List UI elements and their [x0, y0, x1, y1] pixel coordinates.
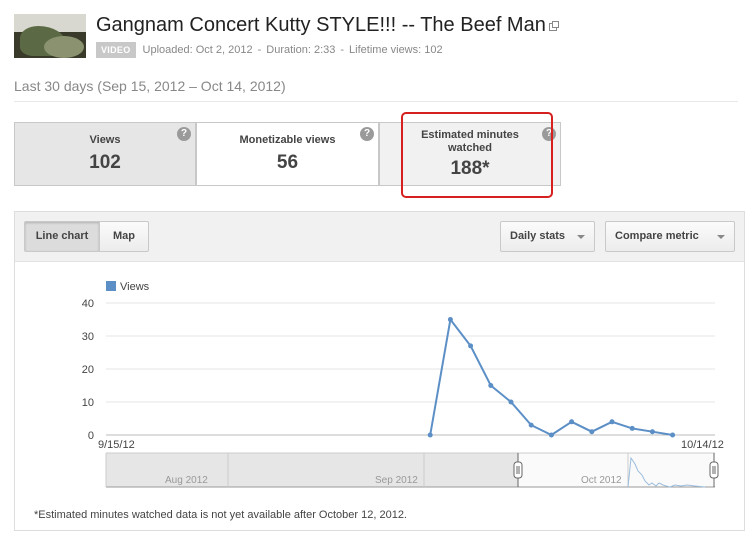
metric-value: 188*: [450, 158, 490, 179]
chart-panel: Line chart Map Daily stats Compare metri…: [14, 211, 745, 531]
footnote: *Estimated minutes watched data is not y…: [34, 509, 407, 521]
y-tick-label: 10: [82, 397, 94, 409]
compare-metric-dropdown[interactable]: Compare metric: [605, 221, 735, 252]
data-point[interactable]: [447, 317, 453, 322]
video-title-row: Gangnam Concert Kutty STYLE!!! -- The Be…: [96, 14, 559, 37]
chevron-down-icon: [577, 235, 585, 239]
data-point[interactable]: [468, 343, 474, 349]
legend-label: Views: [120, 281, 150, 293]
navigator-mini-series: [627, 456, 706, 488]
help-icon[interactable]: ?: [360, 127, 374, 141]
legend-swatch: [106, 281, 116, 291]
date-range: Last 30 days (Sep 15, 2012 – Oct 14, 201…: [14, 78, 286, 94]
navigator-handle-right[interactable]: [709, 453, 719, 487]
metric-monetizable-views[interactable]: Monetizable views 56 ?: [196, 122, 379, 186]
metric-label: Estimated minutes watched: [421, 129, 519, 154]
map-button[interactable]: Map: [99, 221, 149, 252]
data-point[interactable]: [427, 432, 433, 438]
help-icon[interactable]: ?: [177, 127, 191, 141]
video-title[interactable]: Gangnam Concert Kutty STYLE!!! -- The Be…: [96, 14, 546, 36]
thumbnail-figure-shadow: [44, 36, 84, 58]
chevron-down-icon: [717, 235, 725, 239]
y-tick-label: 20: [82, 364, 94, 376]
data-point[interactable]: [629, 425, 635, 431]
compare-metric-label: Compare metric: [615, 230, 699, 242]
metric-label: Monetizable views: [239, 134, 336, 146]
range-navigator[interactable]: Aug 2012 Sep 2012 Oct 2012: [105, 452, 719, 488]
video-duration: Duration: 2:33: [266, 44, 336, 56]
metric-label: Views: [89, 134, 121, 146]
external-link-icon[interactable]: [548, 20, 559, 31]
navigator-handle-left[interactable]: [513, 453, 523, 487]
y-tick-label: 30: [82, 331, 94, 343]
navigator-label: Aug 2012: [165, 475, 208, 486]
data-point[interactable]: [649, 429, 655, 435]
navigator-label: Oct 2012: [581, 475, 622, 486]
navigator-selected-range: [518, 453, 713, 487]
data-point[interactable]: [569, 419, 575, 425]
data-point[interactable]: [609, 419, 615, 425]
daily-stats-dropdown[interactable]: Daily stats: [500, 221, 595, 252]
metric-views[interactable]: Views 102 ?: [14, 122, 196, 186]
upload-date: Uploaded: Oct 2, 2012: [142, 44, 253, 56]
x-end-label: 10/14/12: [681, 439, 724, 451]
data-point[interactable]: [528, 422, 534, 428]
divider: [14, 101, 738, 102]
metric-value: 56: [276, 152, 299, 173]
y-tick-label: 0: [88, 430, 94, 442]
navigator-out-of-range: [106, 453, 518, 487]
metric-value: 102: [89, 152, 121, 173]
data-point[interactable]: [488, 383, 494, 388]
chart-toolbar: Line chart Map Daily stats Compare metri…: [15, 212, 744, 262]
y-tick-label: 40: [82, 298, 94, 310]
views-line-chart: Views 0 10 20 30 40 9/15/12 10/14/12 Aug 201…: [82, 281, 724, 488]
highlight-annotation: [401, 112, 553, 198]
data-point[interactable]: [670, 432, 676, 438]
x-start-label: 9/15/12: [98, 439, 135, 451]
data-point[interactable]: [548, 432, 554, 438]
line-chart-button[interactable]: Line chart: [24, 221, 100, 252]
lifetime-views: Lifetime views: 102: [349, 44, 443, 56]
meta-separator: -: [257, 44, 262, 56]
video-meta: VIDEO Uploaded: Oct 2, 2012 - Duration: …: [96, 42, 443, 58]
daily-stats-label: Daily stats: [510, 230, 566, 242]
video-badge: VIDEO: [96, 42, 136, 58]
metric-estimated-minutes-watched[interactable]: Estimated minutes watched 188* ?: [379, 122, 561, 186]
data-point[interactable]: [589, 429, 595, 435]
navigator-label: Sep 2012: [375, 475, 418, 486]
series-line-views: [429, 317, 673, 437]
meta-separator: -: [340, 44, 345, 56]
video-thumbnail[interactable]: [14, 14, 86, 58]
data-point[interactable]: [508, 399, 514, 405]
